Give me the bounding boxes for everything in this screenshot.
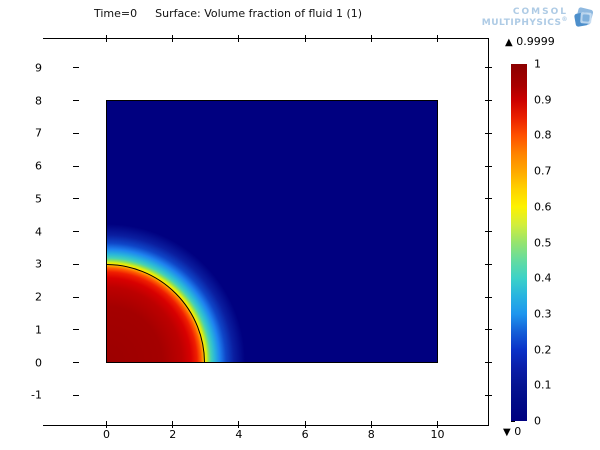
x-tick-top bbox=[437, 35, 438, 42]
x-tick-label: 8 bbox=[367, 428, 375, 441]
y-tick-right bbox=[485, 296, 492, 298]
max-marker-icon: ▲ bbox=[505, 37, 513, 48]
x-tick-top bbox=[370, 35, 372, 42]
x-tick-label: 4 bbox=[235, 428, 243, 441]
y-tick-left bbox=[73, 198, 79, 200]
y-tick-left bbox=[73, 231, 79, 233]
colorbar-tick-label: 0.4 bbox=[534, 271, 552, 285]
x-tick-top bbox=[238, 35, 240, 42]
y-tick-left bbox=[73, 362, 79, 363]
y-tick-label: 0 bbox=[35, 356, 42, 369]
colorbar bbox=[511, 64, 527, 421]
y-tick-right bbox=[485, 394, 492, 396]
x-tick-label: 6 bbox=[301, 428, 309, 441]
x-tick-top bbox=[106, 35, 107, 42]
y-tick-left bbox=[73, 394, 79, 396]
y-tick-left bbox=[73, 263, 79, 265]
colorbar-tick-label: 0.1 bbox=[534, 378, 552, 392]
x-tick-top bbox=[172, 35, 174, 42]
y-tick-label: 8 bbox=[35, 94, 42, 108]
logo-comsol-label: COMSOL bbox=[512, 6, 568, 17]
plot-title: Time=0 Surface: Volume fraction of fluid … bbox=[94, 7, 362, 20]
y-tick-label: 3 bbox=[35, 257, 42, 271]
colorbar-tick bbox=[511, 420, 515, 422]
y-tick-left bbox=[73, 329, 79, 331]
colorbar-tick-label: 0.3 bbox=[534, 307, 552, 321]
y-tick-right bbox=[485, 362, 492, 363]
colorbar-tick-label: 0.6 bbox=[534, 200, 552, 214]
y-tick-label: 2 bbox=[35, 290, 42, 304]
y-tick-right bbox=[485, 132, 492, 134]
min-marker-icon: ▼ bbox=[503, 427, 511, 438]
y-tick-right bbox=[485, 67, 492, 69]
x-tick-bottom bbox=[304, 421, 306, 428]
x-tick-bottom bbox=[437, 421, 438, 428]
colorbar-tick-label: 0 bbox=[534, 414, 541, 428]
colorbar-tick-label: 0.8 bbox=[534, 128, 552, 142]
surface-expression-label: Surface: Volume fraction of fluid 1 (1) bbox=[155, 7, 363, 20]
colorbar-tick-label: 0.9 bbox=[534, 93, 552, 107]
y-tick-left bbox=[73, 296, 79, 298]
y-tick-right bbox=[485, 329, 492, 331]
colorbar-tick-label: 1 bbox=[534, 57, 541, 71]
comsol-logo-text: COMSOL MULTIPHYSICS® bbox=[481, 6, 568, 29]
y-tick-left bbox=[73, 100, 79, 102]
colorbar-tick-label: 0.5 bbox=[534, 236, 552, 249]
x-tick-label: 10 bbox=[430, 428, 445, 441]
y-tick-label: 5 bbox=[35, 192, 42, 206]
x-tick-bottom bbox=[172, 421, 174, 428]
colorbar-min-label: ▼ 0 bbox=[503, 425, 521, 438]
x-tick-label: 2 bbox=[169, 428, 177, 441]
max-value: 0.9999 bbox=[516, 35, 555, 48]
y-tick-label: 6 bbox=[35, 159, 42, 173]
x-tick-label: 0 bbox=[103, 428, 110, 441]
time-label: Time=0 bbox=[94, 7, 138, 20]
y-tick-label: 1 bbox=[35, 323, 42, 337]
colorbar-tick-label: 0.2 bbox=[534, 343, 552, 357]
logo-multiphysics-label: MULTIPHYSICS® bbox=[481, 16, 568, 28]
y-tick-left bbox=[73, 132, 79, 134]
colorbar-max-label: ▲ 0.9999 bbox=[505, 35, 555, 48]
x-tick-bottom bbox=[238, 421, 240, 428]
comsol-logo: COMSOL MULTIPHYSICS® bbox=[470, 6, 596, 30]
comsol-cube-icon bbox=[574, 7, 594, 27]
y-tick-left bbox=[73, 67, 79, 69]
y-tick-label: -1 bbox=[31, 388, 42, 402]
x-tick-bottom bbox=[370, 421, 372, 428]
x-tick-top bbox=[304, 35, 306, 42]
min-value: 0 bbox=[514, 425, 522, 438]
registered-mark: ® bbox=[561, 16, 568, 23]
y-tick-label: 9 bbox=[35, 61, 42, 75]
y-tick-right bbox=[485, 198, 492, 200]
y-tick-left bbox=[73, 165, 79, 167]
y-tick-right bbox=[485, 263, 492, 265]
plot-area bbox=[106, 100, 438, 363]
x-tick-bottom bbox=[106, 421, 107, 428]
y-tick-label: 4 bbox=[35, 225, 42, 239]
colorbar-tick-label: 0.7 bbox=[534, 164, 552, 178]
y-tick-right bbox=[485, 231, 492, 233]
y-tick-right bbox=[485, 165, 492, 167]
y-tick-label: 7 bbox=[35, 126, 42, 140]
y-tick-right bbox=[485, 100, 492, 102]
